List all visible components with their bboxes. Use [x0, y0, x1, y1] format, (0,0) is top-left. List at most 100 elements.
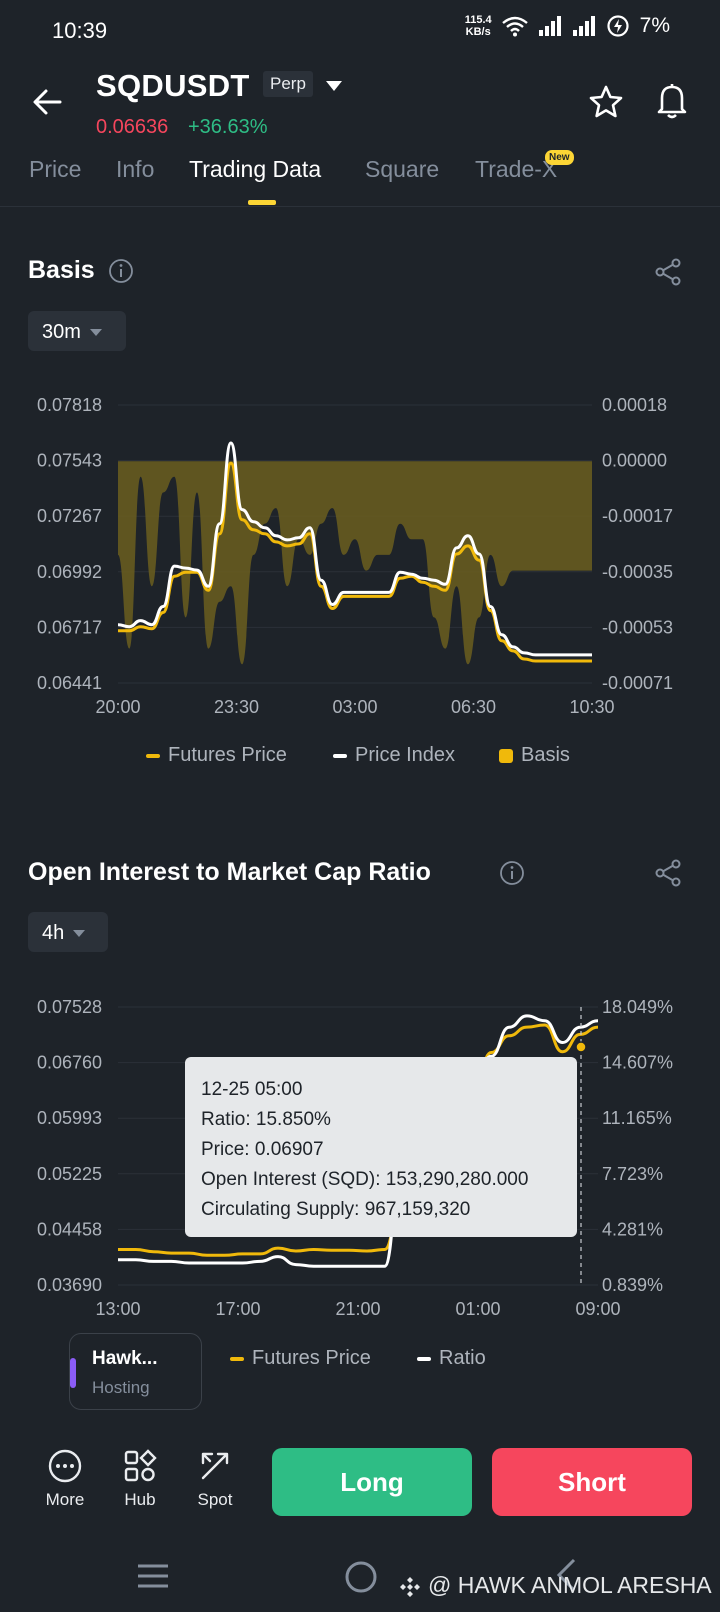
oi-y-left-tick: 0.04458 [37, 1219, 102, 1239]
legend-ratio-label: Ratio [439, 1347, 486, 1369]
oi-y-left-tick: 0.06760 [37, 1053, 102, 1073]
basis-title: Basis [28, 256, 95, 284]
oi-y-axis-left: 0.07528 0.06760 0.05993 0.05225 0.04458 0.036… [37, 997, 102, 1295]
binance-logo-icon [400, 1577, 420, 1597]
hub-label: Hub [124, 1490, 156, 1509]
hub-icon [124, 1449, 157, 1482]
price-change-percent: +36.63% [188, 116, 268, 138]
more-button[interactable]: More [35, 1448, 95, 1510]
symbol-dropdown-icon[interactable] [325, 80, 343, 92]
basis-y-left-tick: 0.07543 [37, 451, 102, 471]
legend-basis[interactable]: Basis [499, 744, 570, 767]
short-button[interactable]: Short [492, 1448, 692, 1516]
status-bar: 10:39 115.4 KB/s 7% [0, 0, 720, 62]
active-tab-indicator [248, 200, 276, 205]
tab-trade-x[interactable]: Trade-X [475, 156, 558, 182]
oi-futures-price-swatch [230, 1356, 244, 1361]
signal-icon-2 [572, 16, 595, 36]
ratio-swatch [417, 1356, 431, 1361]
status-time: 10:39 [52, 18, 108, 43]
oi-y-right-tick: 18.049% [602, 997, 673, 1017]
basis-y-left-tick: 0.06441 [37, 673, 102, 693]
home-circle-icon[interactable] [344, 1560, 378, 1594]
tooltip-circulating-supply: Circulating Supply: 967,159,320 [201, 1199, 471, 1220]
oi-x-tick: 21:00 [335, 1299, 380, 1319]
legend-basis-label: Basis [521, 744, 570, 766]
nav-back-icon[interactable] [554, 1558, 578, 1592]
futures-price-swatch [146, 753, 160, 758]
battery-saver-icon [607, 15, 629, 37]
price-alert-bell-icon[interactable] [654, 82, 690, 120]
basis-x-tick: 23:30 [214, 697, 259, 717]
signal-icon [538, 16, 561, 36]
basis-x-tick: 06:30 [451, 697, 496, 717]
legend-ratio[interactable]: Ratio [417, 1347, 486, 1370]
oi-x-tick: 09:00 [575, 1299, 620, 1319]
basis-y-left-tick: 0.07818 [37, 395, 102, 415]
oi-x-tick: 01:00 [455, 1299, 500, 1319]
oi-title: Open Interest to Market Cap Ratio [28, 858, 431, 886]
hosting-subtitle: Hosting [92, 1378, 150, 1397]
bottom-action-bar: More Hub Spot Long Short [0, 1432, 720, 1538]
tab-price[interactable]: Price [29, 156, 82, 182]
hosting-card[interactable]: Hawk... Hosting [69, 1333, 202, 1410]
basis-interval-label: 30m [42, 321, 81, 343]
tab-trading-data[interactable]: Trading Data [189, 156, 322, 182]
chevron-down-icon [73, 930, 86, 938]
legend-oi-futures-price[interactable]: Futures Price [230, 1347, 371, 1370]
oi-info-icon[interactable] [499, 860, 525, 886]
basis-chart[interactable]: 0.07818 0.07543 0.07267 0.06992 0.06717 0.064… [0, 380, 720, 720]
basis-interval-dropdown[interactable]: 30m [28, 311, 126, 351]
oi-highlight-marker [575, 1041, 587, 1053]
basis-y-left-tick: 0.06992 [37, 562, 102, 582]
back-arrow-icon[interactable] [28, 82, 68, 122]
basis-y-left-tick: 0.06717 [37, 617, 102, 637]
basis-x-tick: 10:30 [569, 697, 614, 717]
legend-price-index-label: Price Index [355, 744, 456, 766]
status-icons: 115.4 KB/s 7% [465, 14, 670, 38]
oi-chart[interactable]: 0.07528 0.06760 0.05993 0.05225 0.04458 0.036… [0, 985, 720, 1325]
oi-x-tick: 13:00 [95, 1299, 140, 1319]
hosting-title: Hawk... [92, 1348, 158, 1369]
oi-x-tick: 17:00 [215, 1299, 260, 1319]
basis-share-icon[interactable] [653, 257, 683, 287]
spot-button[interactable]: Spot [185, 1448, 245, 1510]
favorite-star-icon[interactable] [588, 84, 624, 120]
oi-series-futures-price [118, 1023, 599, 1257]
basis-info-icon[interactable] [108, 258, 134, 284]
oi-share-icon[interactable] [653, 858, 683, 888]
tooltip-open-interest: Open Interest (SQD): 153,290,280.000 [201, 1169, 529, 1190]
basis-series [117, 441, 592, 665]
watermark-text: @ HAWK ANMOL ARESHA [428, 1572, 712, 1598]
basis-x-tick: 03:00 [332, 697, 377, 717]
tooltip-price: Price: 0.06907 [201, 1139, 324, 1160]
oi-y-left-tick: 0.05225 [37, 1164, 102, 1184]
symbol-title[interactable]: SQDUSDT [96, 68, 250, 103]
oi-y-left-tick: 0.03690 [37, 1275, 102, 1295]
basis-y-right-tick: -0.00053 [602, 617, 673, 637]
legend-price-index[interactable]: Price Index [333, 744, 455, 767]
tab-square[interactable]: Square [365, 156, 440, 182]
basis-x-axis: 20:00 23:30 03:00 06:30 10:30 [95, 697, 614, 717]
battery-percent: 7% [639, 14, 670, 37]
system-nav-bar: @ HAWK ANMOL ARESHA [0, 1538, 720, 1612]
basis-x-tick: 20:00 [95, 697, 140, 717]
recent-apps-icon[interactable] [136, 1562, 170, 1590]
network-speed-unit: KB/s [465, 26, 491, 38]
long-button[interactable]: Long [272, 1448, 472, 1516]
legend-futures-price[interactable]: Futures Price [146, 744, 287, 767]
basis-swatch [499, 748, 513, 763]
tab-info[interactable]: Info [116, 156, 155, 182]
hub-button[interactable]: Hub [110, 1448, 170, 1510]
header: SQDUSDT Perp 0.06636 +36.63% [0, 62, 720, 146]
basis-series-price-index [117, 441, 592, 657]
oi-interval-dropdown[interactable]: 4h [28, 912, 108, 952]
more-label: More [45, 1490, 85, 1509]
oi-x-axis: 13:00 17:00 21:00 01:00 09:00 [95, 1299, 620, 1319]
basis-y-right-tick: -0.00071 [602, 673, 673, 693]
more-icon [48, 1449, 82, 1483]
legend-futures-price-label: Futures Price [168, 744, 287, 766]
oi-y-left-tick: 0.07528 [37, 997, 102, 1017]
contract-type-badge: Perp [263, 71, 313, 97]
oi-y-right-tick: 4.281% [602, 1219, 663, 1239]
